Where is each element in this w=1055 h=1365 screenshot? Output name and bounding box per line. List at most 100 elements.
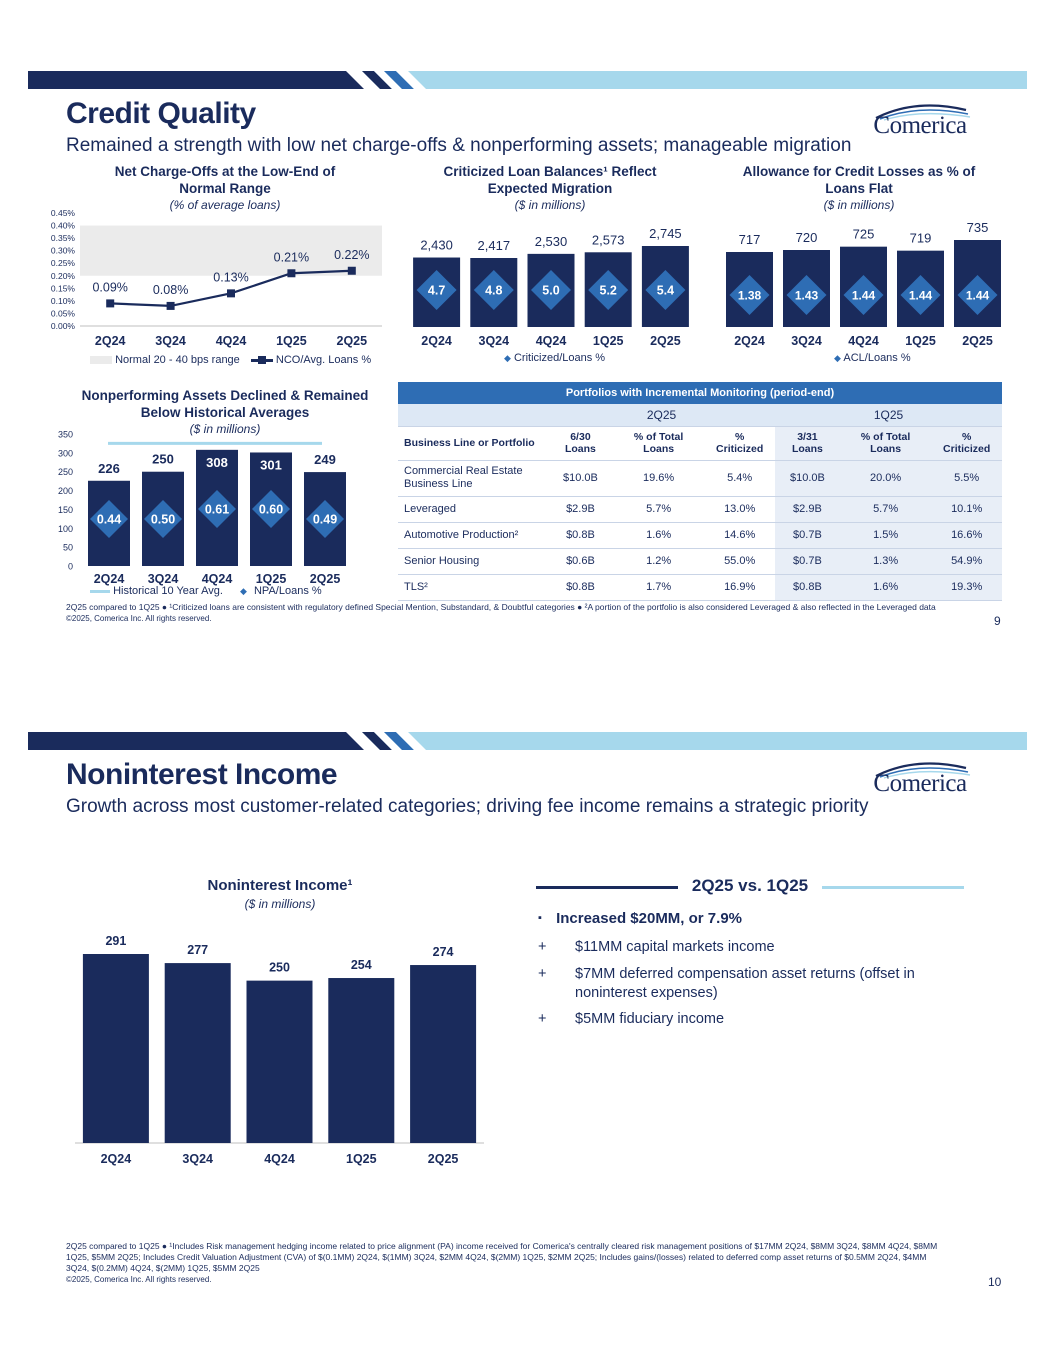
table-spacer <box>398 404 548 427</box>
table-row: Senior Housing $0.6B 1.2% 55.0% $0.7B 1.3% 54.… <box>398 548 1002 575</box>
nii-value-label: 250 <box>269 961 290 975</box>
table-header-cell: 3/31 Loans <box>774 426 840 461</box>
npa-value-label: 249 <box>314 452 336 467</box>
acl-value-label: 735 <box>967 220 989 235</box>
line-legend-swatch <box>250 355 273 364</box>
crit-ratio-label: 5.2 <box>600 284 617 298</box>
x-tick-label: 2Q25 <box>650 334 681 348</box>
npa-ratio-marker <box>306 500 344 538</box>
crit-chart-title: Criticized Loan Balances¹ Reflect Expect… <box>408 163 692 214</box>
acl-ratio-marker <box>843 275 884 315</box>
table-cell: $0.8B <box>774 574 840 601</box>
nco-point <box>166 301 175 310</box>
copyright-slide2: ©2025, Comerica Inc. All rights reserved… <box>66 1275 212 1284</box>
bullet-deferred-comp-cont: noninterest expenses) <box>575 985 718 1001</box>
nii-bar <box>164 963 231 1143</box>
npa-ratio-marker <box>252 490 290 528</box>
acl-ratio-label: 1.38 <box>738 289 762 303</box>
npa-legend-label: NPA/Loans % <box>253 585 322 597</box>
page-subtitle: Remained a strength with low net charge-… <box>66 135 852 156</box>
band-legend-label: Normal 20 - 40 bps range <box>115 354 240 367</box>
npa-ratio-label: 0.44 <box>97 513 121 527</box>
y-tick-label: 150 <box>58 505 73 515</box>
table-cell: 55.0% <box>704 548 775 575</box>
table-cell: 1.6% <box>612 522 705 549</box>
logo-swoosh-icon <box>875 762 971 779</box>
nii-value-label: 274 <box>433 945 454 959</box>
crit-value-label: 2,417 <box>478 238 511 253</box>
table-cell: 13.0% <box>704 496 775 523</box>
y-tick-label: 350 <box>58 430 73 440</box>
x-tick-label: 2Q25 <box>962 334 993 348</box>
nco-title-line1: Net Charge-Offs at the Low-End of <box>114 164 336 179</box>
crit-ratio-label: 4.8 <box>485 284 502 298</box>
npa-ratio-label: 0.49 <box>313 513 337 527</box>
npa-value-label: 226 <box>98 461 120 476</box>
npa-ratio-marker <box>90 500 128 538</box>
nco-data-label: 0.22% <box>334 248 369 262</box>
npa-ratio-marker <box>144 500 182 538</box>
table-cell: 16.6% <box>931 522 1002 549</box>
y-tick-label: 0.05% <box>51 308 76 318</box>
comerica-logo-2: Comerica <box>866 760 974 800</box>
acl-value-label: 719 <box>910 231 932 246</box>
acl-ratio-marker <box>786 275 827 315</box>
nii-bar <box>410 965 477 1143</box>
diamond-legend-icon: ◆ <box>504 353 511 363</box>
crit-title-line1: Criticized Loan Balances¹ Reflect <box>443 164 657 179</box>
panel-title-text: 2Q25 vs. 1Q25 <box>691 876 809 895</box>
npa-ratio-marker <box>198 490 236 528</box>
table-cell: 1.5% <box>839 522 932 549</box>
table-group-2q25: 2Q25 <box>548 404 775 427</box>
x-tick-label: 2Q25 <box>310 572 341 586</box>
table-cell: 1.6% <box>839 574 932 601</box>
crit-value-label: 2,745 <box>649 226 682 241</box>
y-tick-label: 0.20% <box>51 271 76 281</box>
page-subtitle-2: Growth across most customer-related cate… <box>66 796 869 817</box>
bullet-fiduciary: + $5MM fiduciary income <box>538 1011 724 1027</box>
acl-chart-title: Allowance for Credit Losses as % of Loan… <box>714 163 1004 214</box>
nii-chart: 291 2Q24 277 3Q24 250 4Q24 254 1Q25 274 2Q25 <box>75 934 484 1166</box>
x-tick-label: 4Q24 <box>202 572 233 586</box>
header-band-1 <box>28 71 1027 89</box>
table-cell: Senior Housing <box>398 548 548 575</box>
table-cell: TLS² <box>398 574 548 601</box>
x-tick-label: 1Q25 <box>593 334 624 348</box>
acl-chart: 717 1.38 2Q24 720 1.43 3Q24 725 1.44 4Q24 719 1.44… <box>726 220 1001 348</box>
acl-unit: ($ in millions) <box>823 198 895 212</box>
acl-ratio-label: 1.44 <box>909 289 933 303</box>
table-cell: $2.9B <box>774 496 840 523</box>
x-tick-label: 2Q24 <box>94 572 125 586</box>
normal-range-band <box>80 225 382 276</box>
table-cell: 10.1% <box>931 496 1002 523</box>
x-tick-label: 3Q24 <box>479 334 510 348</box>
table-cell: 1.7% <box>612 574 705 601</box>
y-tick-label: 0.15% <box>51 283 76 293</box>
copyright-slide1: ©2025, Comerica Inc. All rights reserved… <box>66 614 212 623</box>
y-tick-label: 0.25% <box>51 258 76 268</box>
table-cell: $10.0B <box>548 460 613 497</box>
table-cell: 5.7% <box>612 496 705 523</box>
nii-bar <box>246 980 313 1143</box>
bullet-text: $7MM deferred compensation asset returns… <box>575 966 915 982</box>
y-tick-label: 0.10% <box>51 296 76 306</box>
line-legend-label: NCO/Avg. Loans % <box>275 354 372 367</box>
y-tick-label: 50 <box>63 543 73 553</box>
table-caption: Portfolios with Incremental Monitoring (… <box>398 382 1002 404</box>
acl-legend: ◆ ACL/Loans % <box>834 352 911 364</box>
table-cell: $2.9B <box>548 496 613 523</box>
x-tick-label: 4Q24 <box>216 334 247 348</box>
bullet-main-text: Increased $20MM, or 7.9% <box>556 910 742 927</box>
nco-data-label: 0.13% <box>213 270 248 284</box>
table-header-cell: % Criticized <box>931 426 1002 461</box>
npa-unit: ($ in millions) <box>189 422 261 436</box>
logo-swoosh-icon <box>875 104 971 121</box>
acl-ratio-marker <box>957 275 998 315</box>
page-number-9: 9 <box>994 614 1001 628</box>
y-tick-label: 0 <box>68 562 73 572</box>
x-tick-label: 2Q24 <box>101 1152 132 1166</box>
npa-chart-title: Nonperforming Assets Declined & Remained… <box>60 387 390 438</box>
x-tick-label: 3Q24 <box>155 334 186 348</box>
x-tick-label: 1Q25 <box>905 334 936 348</box>
diamond-legend-icon: ◆ <box>834 353 841 363</box>
